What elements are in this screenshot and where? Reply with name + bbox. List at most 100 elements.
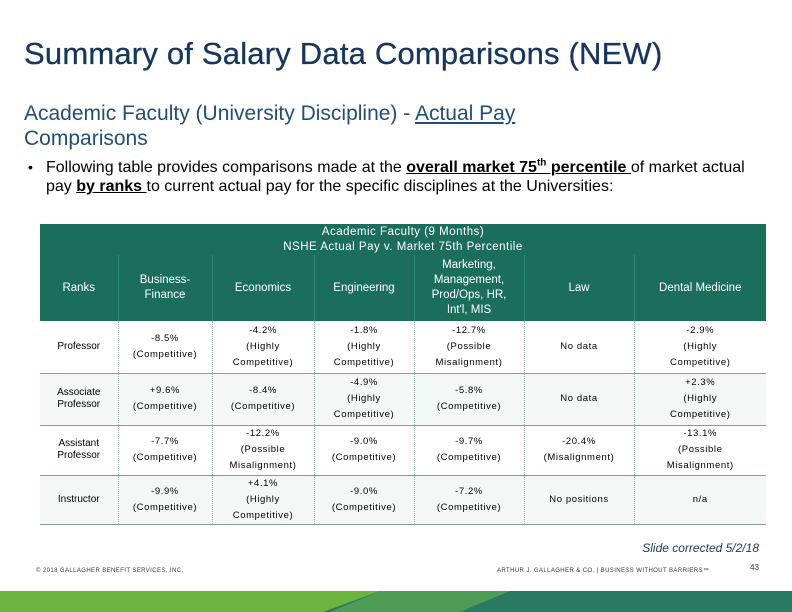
comparison-cell: -20.4% (Misalignment) (523, 425, 634, 475)
footer-company: ARTHUR J. GALLAGHER & CO. | BUSINESS WIT… (497, 568, 710, 574)
comparison-cell: n/a (633, 475, 766, 524)
table-row: Assistant Professor -7.7% (Competitive) -12.… (40, 425, 766, 475)
column-header-line: Prod/Ops, HR, (431, 289, 507, 301)
percent-value: -9.0% (350, 436, 378, 447)
comparison-cell: -9.7% (Competitive) (413, 425, 524, 475)
competitiveness-note: (Highly (246, 493, 280, 505)
rank-label: Professor (57, 450, 101, 461)
table-row: Instructor -9.9% (Competitive) +4.1% (Highly… (40, 475, 766, 524)
column-header-line: Business- (139, 274, 191, 286)
comparison-cell: No data (523, 373, 634, 425)
percent-value: +9.6% (149, 385, 181, 396)
comparison-cell: +9.6% (Competitive) (117, 373, 212, 425)
percent-value: No positions (549, 493, 609, 505)
bullet-text: Following table provides comparisons mad… (28, 158, 748, 196)
percent-value: -7.7% (151, 436, 179, 447)
rank-label: Instructor (57, 493, 100, 505)
column-header-line: Economics (234, 281, 292, 294)
comparison-cell: No positions (523, 475, 634, 524)
footer-bar-mid (330, 591, 510, 612)
comparison-cell: +4.1% (Highly Competitive) (211, 475, 314, 524)
percent-value: -8.4% (249, 385, 277, 396)
competitiveness-note: (Possible (446, 340, 492, 352)
percent-value: -7.2% (455, 485, 483, 497)
competitiveness-note: (Misalignment) (543, 452, 615, 463)
competitiveness-note: Competitive) (333, 356, 395, 368)
column-header-line: Dental Medicine (659, 281, 742, 294)
rank-cell: Instructor (40, 475, 118, 524)
percent-value: -1.8% (350, 324, 378, 336)
table-heading-row: Academic Faculty (9 Months) NSHE Actual … (40, 224, 766, 255)
competitiveness-note: (Possible (240, 444, 286, 455)
percent-value: -2.9% (686, 324, 715, 336)
percent-value: -9.7% (455, 436, 483, 447)
competitiveness-note: (Competitive) (132, 501, 198, 513)
comparison-cell: -12.7% (Possible Misalignment) (413, 321, 524, 373)
competitiveness-note: (Highly (246, 340, 280, 352)
competitiveness-note: (Competitive) (436, 401, 502, 412)
footer-bar-light (0, 591, 380, 612)
rank-label: Professor (57, 340, 101, 352)
competitiveness-note: (Highly (347, 393, 381, 404)
comparison-cell: -4.9% (Highly Competitive) (313, 373, 414, 425)
competitiveness-note: (Competitive) (436, 501, 502, 513)
percent-value: +4.1% (247, 477, 279, 489)
comparison-cell: No data (523, 321, 634, 373)
percent-value: -5.8% (455, 385, 483, 396)
competitiveness-note: (Competitive) (331, 452, 397, 463)
rank-label: Associate (57, 387, 101, 398)
competitiveness-note: Misalignment) (229, 460, 297, 471)
comparison-cell: -1.8% (Highly Competitive) (313, 321, 414, 373)
percent-value: -20.4% (562, 436, 596, 447)
rank-cell: Assistant Professor (40, 425, 118, 475)
comparison-cell: -7.7% (Competitive) (117, 425, 212, 475)
comparison-cell: -5.8% (Competitive) (413, 373, 524, 425)
competitiveness-note: (Competitive) (132, 452, 198, 463)
bullet-bold-text: overall market 75 (406, 159, 537, 176)
table-row: Associate Professor +9.6% (Competitive) -8.4… (40, 373, 766, 425)
comparison-cell: -13.1% (Possible Misalignment) (633, 425, 766, 475)
rank-label: Professor (57, 399, 101, 410)
percent-value: No data (560, 340, 598, 352)
bullet-sup: th (536, 157, 547, 169)
column-header: Dental Medicine (633, 255, 766, 321)
competitiveness-note: (Possible (678, 444, 723, 455)
table-heading: Academic Faculty (9 Months) NSHE Actual … (40, 224, 766, 255)
column-header-line: Law (568, 281, 590, 294)
percent-value: -9.9% (151, 485, 179, 497)
competitiveness-note: (Highly (347, 340, 381, 352)
comparison-cell: -4.2% (Highly Competitive) (211, 321, 314, 373)
percent-value: n/a (692, 493, 708, 505)
competitiveness-note: (Competitive) (132, 348, 198, 360)
comparison-cell: +2.3% (Highly Competitive) (633, 373, 766, 425)
competitiveness-note: Competitive) (669, 356, 731, 368)
rank-cell: Associate Professor (40, 373, 118, 425)
percent-value: -9.0% (350, 485, 378, 497)
comparison-cell: -12.2% (Possible Misalignment) (211, 425, 314, 475)
competitiveness-note: Misalignment) (666, 460, 734, 471)
competitiveness-note: Competitive) (232, 509, 294, 521)
subtitle-line2: Comparisons (24, 127, 148, 150)
bullet-text-part: Following table provides comparisons mad… (46, 159, 407, 176)
rank-cell: Professor (40, 321, 118, 373)
comparison-cell: -8.5% (Competitive) (117, 321, 212, 373)
bullet-bold-rest: percentile (546, 159, 631, 176)
column-header-line: Ranks (62, 281, 96, 294)
competitiveness-note: Competitive) (669, 409, 731, 420)
bullet-point: • Following table provides comparisons m… (28, 158, 748, 196)
comparison-cell: -9.9% (Competitive) (117, 475, 212, 524)
table-heading-line1: Academic Faculty (9 Months) (321, 225, 485, 238)
column-header: Engineering (313, 255, 414, 321)
table-body: Professor -8.5% (Competitive) -4.2% (Highly C… (40, 321, 766, 524)
comparison-cell: -2.9% (Highly Competitive) (633, 321, 766, 373)
competitiveness-note: Competitive) (232, 356, 294, 368)
bullet-bold-ranks: by ranks (76, 178, 147, 195)
subtitle-prefix: Academic Faculty (University Discipline)… (24, 102, 415, 125)
comparison-cell: -9.0% (Competitive) (313, 425, 414, 475)
percent-value: -12.7% (452, 324, 486, 336)
column-header: Law (523, 255, 634, 321)
footer-color-bar (0, 591, 792, 612)
competitiveness-note: (Highly (683, 340, 718, 352)
subtitle-underlined: Actual Pay (414, 102, 516, 125)
competitiveness-note: Misalignment) (435, 356, 503, 368)
